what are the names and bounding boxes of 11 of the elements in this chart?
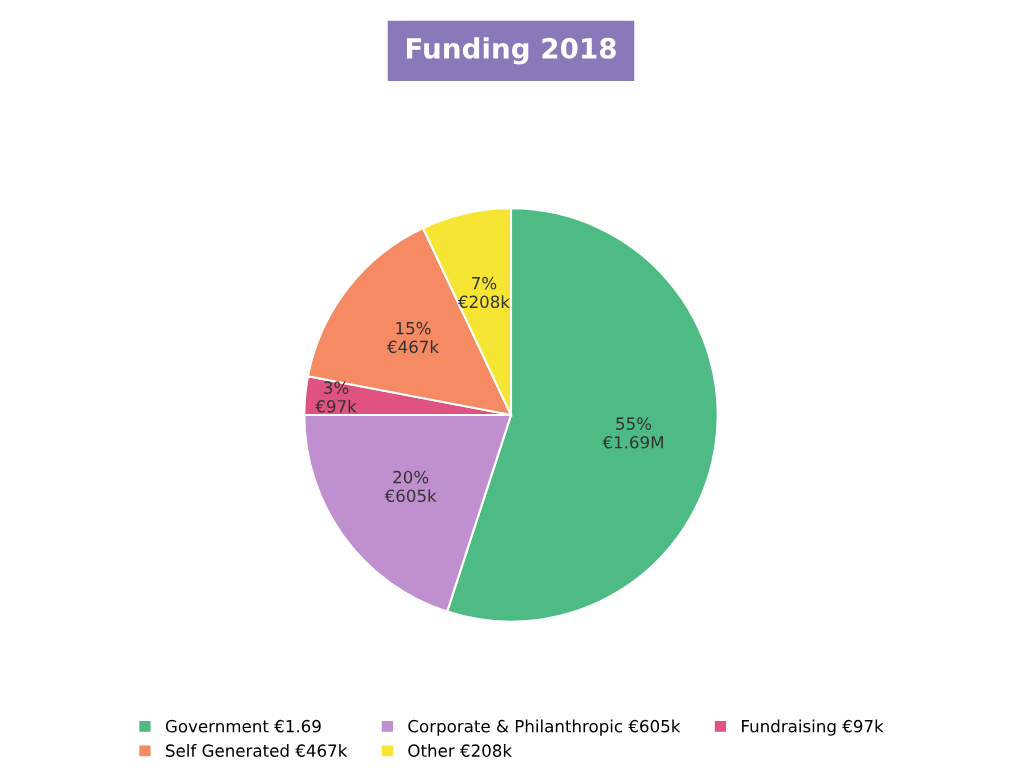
data-label: 7% €208k	[457, 276, 510, 309]
legend-label: Government €1.69	[165, 719, 321, 733]
data-label: 55% €1.69M	[602, 417, 663, 449]
data-label: 3% €97k	[315, 381, 357, 413]
legend-label: Corporate & Philanthropic €605k	[408, 719, 681, 736]
chart-title: Funding 2018	[406, 37, 616, 65]
data-label: 20% €605k	[384, 470, 437, 503]
legend-label: Fundraising €97k	[742, 719, 884, 736]
data-label: 15% €467k	[386, 321, 439, 354]
legend-label: Other €208k	[408, 744, 512, 757]
legend-label: Self Generated €467k	[166, 744, 348, 757]
